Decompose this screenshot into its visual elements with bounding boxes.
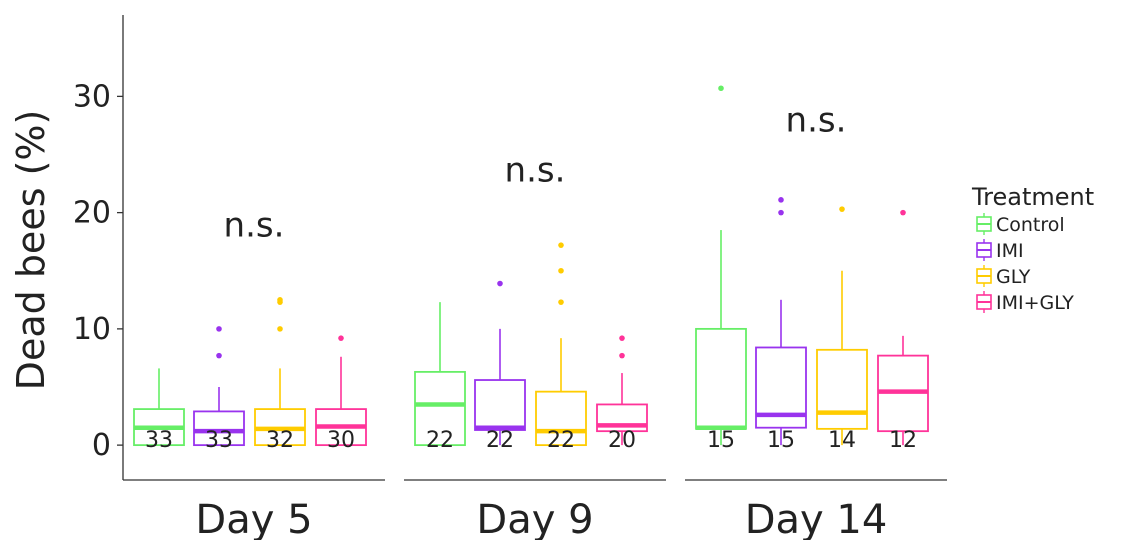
outlier-point [718, 85, 724, 92]
box-iqr [193, 410, 245, 447]
outlier-point [558, 242, 564, 248]
outlier-point [497, 280, 503, 287]
box-iqr [414, 370, 466, 447]
box-iqr [695, 327, 747, 430]
box-gly: 22 [535, 242, 587, 453]
legend-label: GLY [996, 266, 1031, 288]
box-imi: 22 [474, 280, 526, 453]
y-tick-label: 0 [92, 428, 111, 463]
outlier-point [619, 335, 625, 341]
box-imi-gly: 30 [315, 335, 367, 453]
legend-item-imi: IMI [976, 239, 1024, 262]
outlier-point [558, 267, 564, 274]
box-iqr [755, 346, 807, 429]
panel-day-14: Day 14 n.s. 15 15 14 12 [685, 85, 947, 540]
legend: Treatment Control IMI GLY IMI+GLY [971, 183, 1094, 314]
box-iqr [535, 390, 587, 447]
box-iqr [816, 348, 868, 430]
legend-label: IMI [996, 240, 1024, 262]
outlier-point [778, 197, 784, 203]
box-gly: 32 [254, 297, 306, 453]
box-imi-gly: 20 [596, 335, 648, 453]
sample-count: 30 [327, 428, 355, 453]
sample-count: 22 [426, 428, 454, 453]
sample-count: 14 [828, 428, 856, 453]
sample-count: 15 [767, 428, 795, 453]
sample-count: 22 [547, 428, 575, 453]
outlier-point [277, 326, 283, 332]
sample-count: 33 [205, 428, 233, 453]
legend-title: Treatment [971, 183, 1094, 211]
outlier-point [277, 297, 283, 303]
outlier-point [778, 209, 784, 216]
legend-label: IMI+GLY [996, 292, 1074, 314]
outlier-point [900, 209, 906, 216]
box-imi: 15 [755, 197, 807, 453]
significance-label: n.s. [786, 101, 847, 141]
outlier-point [216, 352, 222, 359]
panel-label: Day 5 [195, 497, 312, 540]
sample-count: 12 [889, 428, 917, 453]
chart-panels: Day 5 n.s. 33 33 32 30 Day 9 n.s. 22 22 22 20 Day 14… [123, 85, 947, 540]
box-gly: 14 [816, 206, 868, 453]
y-tick-label: 30 [73, 79, 111, 114]
outlier-point [619, 352, 625, 359]
y-tick-label: 20 [73, 196, 111, 231]
box-iqr [596, 403, 648, 433]
box-control: 15 [695, 85, 747, 453]
panel-day-9: Day 9 n.s. 22 22 22 20 [404, 151, 666, 540]
legend-item-imi-gly: IMI+GLY [976, 291, 1074, 314]
panel-day-5: Day 5 n.s. 33 33 32 30 [123, 205, 385, 540]
sample-count: 22 [486, 428, 514, 453]
outlier-point [839, 206, 845, 212]
box-control: 33 [133, 368, 185, 453]
legend-label: Control [996, 214, 1065, 236]
outlier-point [558, 299, 564, 305]
box-control: 22 [414, 302, 466, 453]
significance-label: n.s. [224, 205, 285, 245]
sample-count: 33 [145, 428, 173, 453]
legend-item-gly: GLY [976, 265, 1031, 288]
sample-count: 20 [608, 428, 636, 453]
box-iqr [474, 379, 526, 431]
outlier-point [216, 326, 222, 332]
significance-label: n.s. [505, 151, 566, 191]
sample-count: 32 [266, 428, 294, 453]
box-imi: 33 [193, 326, 245, 453]
y-axis-label: Dead bees (%) [9, 110, 53, 391]
box-imi-gly: 12 [877, 209, 929, 453]
panel-label: Day 14 [745, 497, 888, 540]
sample-count: 15 [707, 428, 735, 453]
outlier-point [338, 335, 344, 341]
y-tick-label: 10 [73, 312, 111, 347]
legend-item-control: Control [976, 213, 1065, 236]
panel-label: Day 9 [476, 497, 593, 540]
